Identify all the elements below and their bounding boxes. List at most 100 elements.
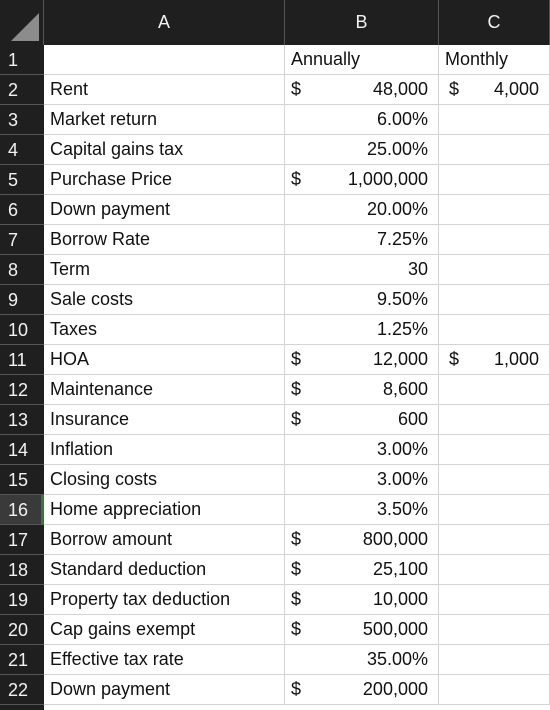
cell-b13[interactable]: $600 [285,405,439,434]
row-header-2[interactable]: 2 [0,75,44,105]
cell-b18[interactable]: $25,100 [285,555,439,584]
cell-c12[interactable] [439,375,550,404]
cell-b9[interactable]: 9.50% [285,285,439,314]
cell-c5[interactable] [439,165,550,194]
row-header-14[interactable]: 14 [0,435,44,465]
row-header-16[interactable]: 16 [0,495,44,525]
column-header-a[interactable]: A [44,0,285,45]
cell-c13[interactable] [439,405,550,434]
cell-b14[interactable]: 3.00% [285,435,439,464]
cell-a7[interactable]: Borrow Rate [44,225,285,254]
cell-b5[interactable]: $1,000,000 [285,165,439,194]
table-row: Cap gains exempt $500,000 [44,615,550,645]
row-header-15[interactable]: 15 [0,465,44,495]
row-header-6[interactable]: 6 [0,195,44,225]
row-header-4[interactable]: 4 [0,135,44,165]
column-header-b[interactable]: B [285,0,439,45]
table-row: Purchase Price $1,000,000 [44,165,550,195]
cell-c19[interactable] [439,585,550,614]
cell-a16[interactable]: Home appreciation [44,495,285,524]
cell-a9[interactable]: Sale costs [44,285,285,314]
cell-c14[interactable] [439,435,550,464]
cell-b22[interactable]: $200,000 [285,675,439,704]
cell-a20[interactable]: Cap gains exempt [44,615,285,644]
cell-b6[interactable]: 20.00% [285,195,439,224]
table-row: Home appreciation 3.50% [44,495,550,525]
cell-c2[interactable]: $4,000 [439,75,550,104]
cell-b3[interactable]: 6.00% [285,105,439,134]
cell-a18[interactable]: Standard deduction [44,555,285,584]
row-header-20[interactable]: 20 [0,615,44,645]
cell-a12[interactable]: Maintenance [44,375,285,404]
cell-c20[interactable] [439,615,550,644]
cell-a15[interactable]: Closing costs [44,465,285,494]
cell-a4[interactable]: Capital gains tax [44,135,285,164]
cell-c22[interactable] [439,675,550,704]
cell-c21[interactable] [439,645,550,674]
row-header-21[interactable]: 21 [0,645,44,675]
cell-a17[interactable]: Borrow amount [44,525,285,554]
cell-b8[interactable]: 30 [285,255,439,284]
cell-b7[interactable]: 7.25% [285,225,439,254]
row-header-9[interactable]: 9 [0,285,44,315]
cell-a14[interactable]: Inflation [44,435,285,464]
cell-b11[interactable]: $12,000 [285,345,439,374]
cell-b12[interactable]: $8,600 [285,375,439,404]
cell-a22[interactable]: Down payment [44,675,285,704]
cell-b17[interactable]: $800,000 [285,525,439,554]
cell-a10[interactable]: Taxes [44,315,285,344]
cell-c6[interactable] [439,195,550,224]
cell-c18[interactable] [439,555,550,584]
column-header-c[interactable]: C [439,0,550,45]
row-header-18[interactable]: 18 [0,555,44,585]
row-header-22[interactable]: 22 [0,675,44,705]
cell-c1[interactable]: Monthly [439,45,550,74]
column-header-bar: A B C [0,0,550,45]
cell-b4[interactable]: 25.00% [285,135,439,164]
row-header-11[interactable]: 11 [0,345,44,375]
cell-a11[interactable]: HOA [44,345,285,374]
cell-a13[interactable]: Insurance [44,405,285,434]
cell-b10[interactable]: 1.25% [285,315,439,344]
cell-a1[interactable] [44,45,285,74]
cell-a5[interactable]: Purchase Price [44,165,285,194]
cell-b20[interactable]: $500,000 [285,615,439,644]
cell-b2[interactable]: $48,000 [285,75,439,104]
currency-symbol: $ [449,79,460,99]
cell-a3[interactable]: Market return [44,105,285,134]
cell-value: 25.00% [366,139,428,159]
row-header-7[interactable]: 7 [0,225,44,255]
row-header-8[interactable]: 8 [0,255,44,285]
cell-b15[interactable]: 3.00% [285,465,439,494]
cell-c4[interactable] [439,135,550,164]
cell-a8[interactable]: Term [44,255,285,284]
cell-c7[interactable] [439,225,550,254]
row-header-12[interactable]: 12 [0,375,44,405]
cell-c8[interactable] [439,255,550,284]
cell-a21[interactable]: Effective tax rate [44,645,285,674]
row-header-3[interactable]: 3 [0,105,44,135]
cell-c10[interactable] [439,315,550,344]
cell-b19[interactable]: $10,000 [285,585,439,614]
row-header-13[interactable]: 13 [0,405,44,435]
row-header-17[interactable]: 17 [0,525,44,555]
table-row: Down payment 20.00% [44,195,550,225]
row-header-19[interactable]: 19 [0,585,44,615]
cell-c17[interactable] [439,525,550,554]
cell-b16[interactable]: 3.50% [285,495,439,524]
cell-c15[interactable] [439,465,550,494]
row-header-1[interactable]: 1 [0,45,44,75]
row-header-10[interactable]: 10 [0,315,44,345]
cell-c11[interactable]: $1,000 [439,345,550,374]
cell-c3[interactable] [439,105,550,134]
currency-symbol: $ [291,559,302,579]
cell-a6[interactable]: Down payment [44,195,285,224]
cell-b1[interactable]: Annually [285,45,439,74]
cell-a2[interactable]: Rent [44,75,285,104]
cell-a19[interactable]: Property tax deduction [44,585,285,614]
cell-b21[interactable]: 35.00% [285,645,439,674]
cell-c9[interactable] [439,285,550,314]
select-all-corner[interactable] [0,0,44,45]
cell-c16[interactable] [439,495,550,524]
row-header-5[interactable]: 5 [0,165,44,195]
